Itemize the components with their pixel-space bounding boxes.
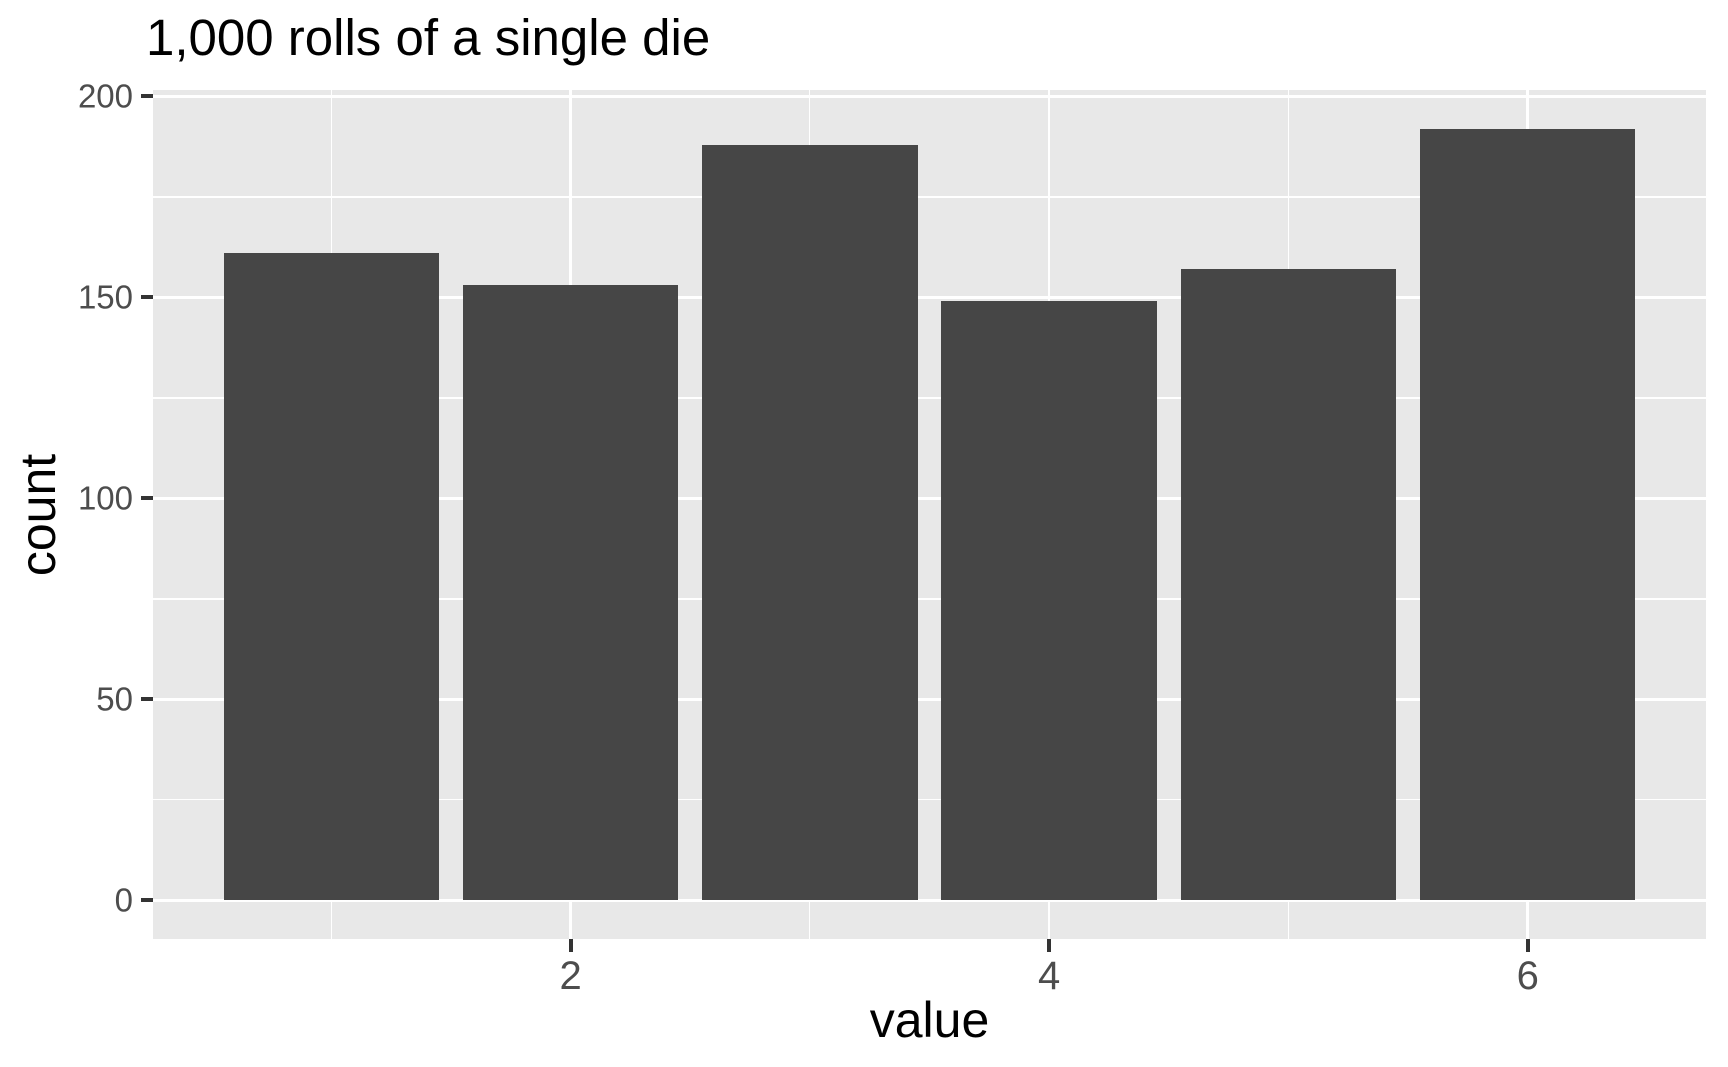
- plot-title: 1,000 rolls of a single die: [146, 9, 711, 66]
- y-axis-tick-50: [141, 697, 153, 702]
- y-axis-tick-label-0: 0: [114, 881, 133, 919]
- plot-panel: [153, 90, 1706, 939]
- x-axis-tick-label-2: 2: [559, 954, 582, 998]
- x-axis-tick-4: [1047, 939, 1052, 952]
- y-minor-gridline-25: [153, 799, 1706, 801]
- y-minor-gridline-75: [153, 598, 1706, 600]
- y-axis-tick-label-200: 200: [77, 77, 133, 115]
- y-axis-tick-label-50: 50: [96, 680, 133, 718]
- bar-value-1: [223, 253, 439, 901]
- y-major-gridline-100: [153, 497, 1706, 500]
- x-axis-tick-6: [1525, 939, 1530, 952]
- y-axis-tick-label-150: 150: [77, 278, 133, 316]
- bar-value-4: [941, 301, 1157, 901]
- y-major-gridline-200: [153, 95, 1706, 98]
- y-axis-title: count: [10, 453, 66, 576]
- y-axis-tick-150: [141, 295, 153, 300]
- y-major-gridline-50: [153, 698, 1706, 701]
- y-minor-gridline-125: [153, 397, 1706, 399]
- bar-value-3: [702, 144, 918, 901]
- bar-value-6: [1420, 128, 1636, 901]
- y-axis-tick-0: [141, 898, 153, 903]
- x-axis-tick-label-4: 4: [1038, 954, 1061, 998]
- x-axis-tick-2: [568, 939, 573, 952]
- x-axis-tick-label-6: 6: [1516, 954, 1539, 998]
- y-axis-tick-label-100: 100: [77, 479, 133, 517]
- y-axis-tick-200: [141, 94, 153, 99]
- y-major-gridline-0: [153, 899, 1706, 902]
- y-major-gridline-150: [153, 296, 1706, 299]
- y-axis-tick-100: [141, 496, 153, 501]
- x-axis-title: value: [869, 992, 990, 1048]
- bar-value-5: [1180, 269, 1397, 901]
- y-minor-gridline-175: [153, 196, 1706, 198]
- bar-value-2: [462, 285, 679, 901]
